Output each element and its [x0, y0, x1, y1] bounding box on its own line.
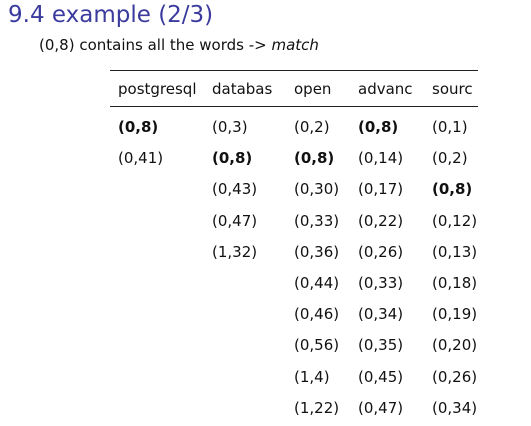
posting-cell: (0,46) [294, 305, 340, 324]
posting-cell: (0,47) [212, 211, 258, 230]
subtitle-emphasis: match [271, 36, 319, 54]
posting-cell: (0,45) [358, 367, 404, 386]
slide-subtitle: (0,8) contains all the words -> match [39, 36, 319, 54]
posting-cell: (0,36) [294, 242, 340, 261]
slide-title: 9.4 example (2/3) [8, 2, 214, 28]
posting-cell: (0,22) [358, 211, 404, 230]
posting-cell: (0,3) [212, 118, 248, 136]
posting-cell: (0,34) [432, 398, 478, 417]
column-header: advanc [358, 80, 413, 98]
column-header: open [294, 80, 332, 98]
posting-cell: (0,14) [358, 149, 404, 168]
posting-cell: (1,22) [294, 398, 340, 417]
posting-cell: (0,19) [432, 305, 478, 324]
posting-cell: (0,33) [358, 274, 404, 292]
column-header: databas [212, 80, 273, 98]
posting-cell: (0,17) [358, 180, 404, 199]
table-top-rule [110, 70, 478, 71]
posting-cell: (0,18) [432, 274, 478, 292]
posting-cell: (0,13) [432, 242, 478, 261]
posting-cell: (1,32) [212, 242, 258, 261]
subtitle-text: (0,8) contains all the words -> [39, 36, 272, 54]
posting-cell-match: (0,8) [294, 149, 335, 168]
posting-cell-match: (0,8) [118, 118, 159, 136]
table-header-rule [110, 106, 478, 107]
posting-cell: (0,33) [294, 211, 340, 230]
posting-cell: (0,43) [212, 180, 258, 199]
posting-cell: (0,30) [294, 180, 340, 199]
posting-cell: (0,1) [432, 118, 468, 136]
posting-cell: (0,56) [294, 336, 340, 355]
posting-cell-match: (0,8) [358, 118, 399, 136]
posting-cell: (0,41) [118, 149, 164, 168]
posting-cell-match: (0,8) [432, 180, 473, 199]
posting-cell: (1,4) [294, 367, 330, 386]
posting-cell: (0,47) [358, 398, 404, 417]
posting-cell: (0,34) [358, 305, 404, 324]
posting-cell: (0,35) [358, 336, 404, 355]
posting-cell: (0,12) [432, 211, 478, 230]
posting-cell: (0,2) [432, 149, 468, 168]
posting-cell: (0,44) [294, 274, 340, 292]
posting-cell-match: (0,8) [212, 149, 253, 168]
posting-cell: (0,20) [432, 336, 478, 355]
column-header: postgresql [118, 80, 197, 98]
posting-cell: (0,26) [358, 242, 404, 261]
column-header: sourc [432, 80, 473, 98]
posting-cell: (0,26) [432, 367, 478, 386]
posting-cell: (0,2) [294, 118, 330, 136]
